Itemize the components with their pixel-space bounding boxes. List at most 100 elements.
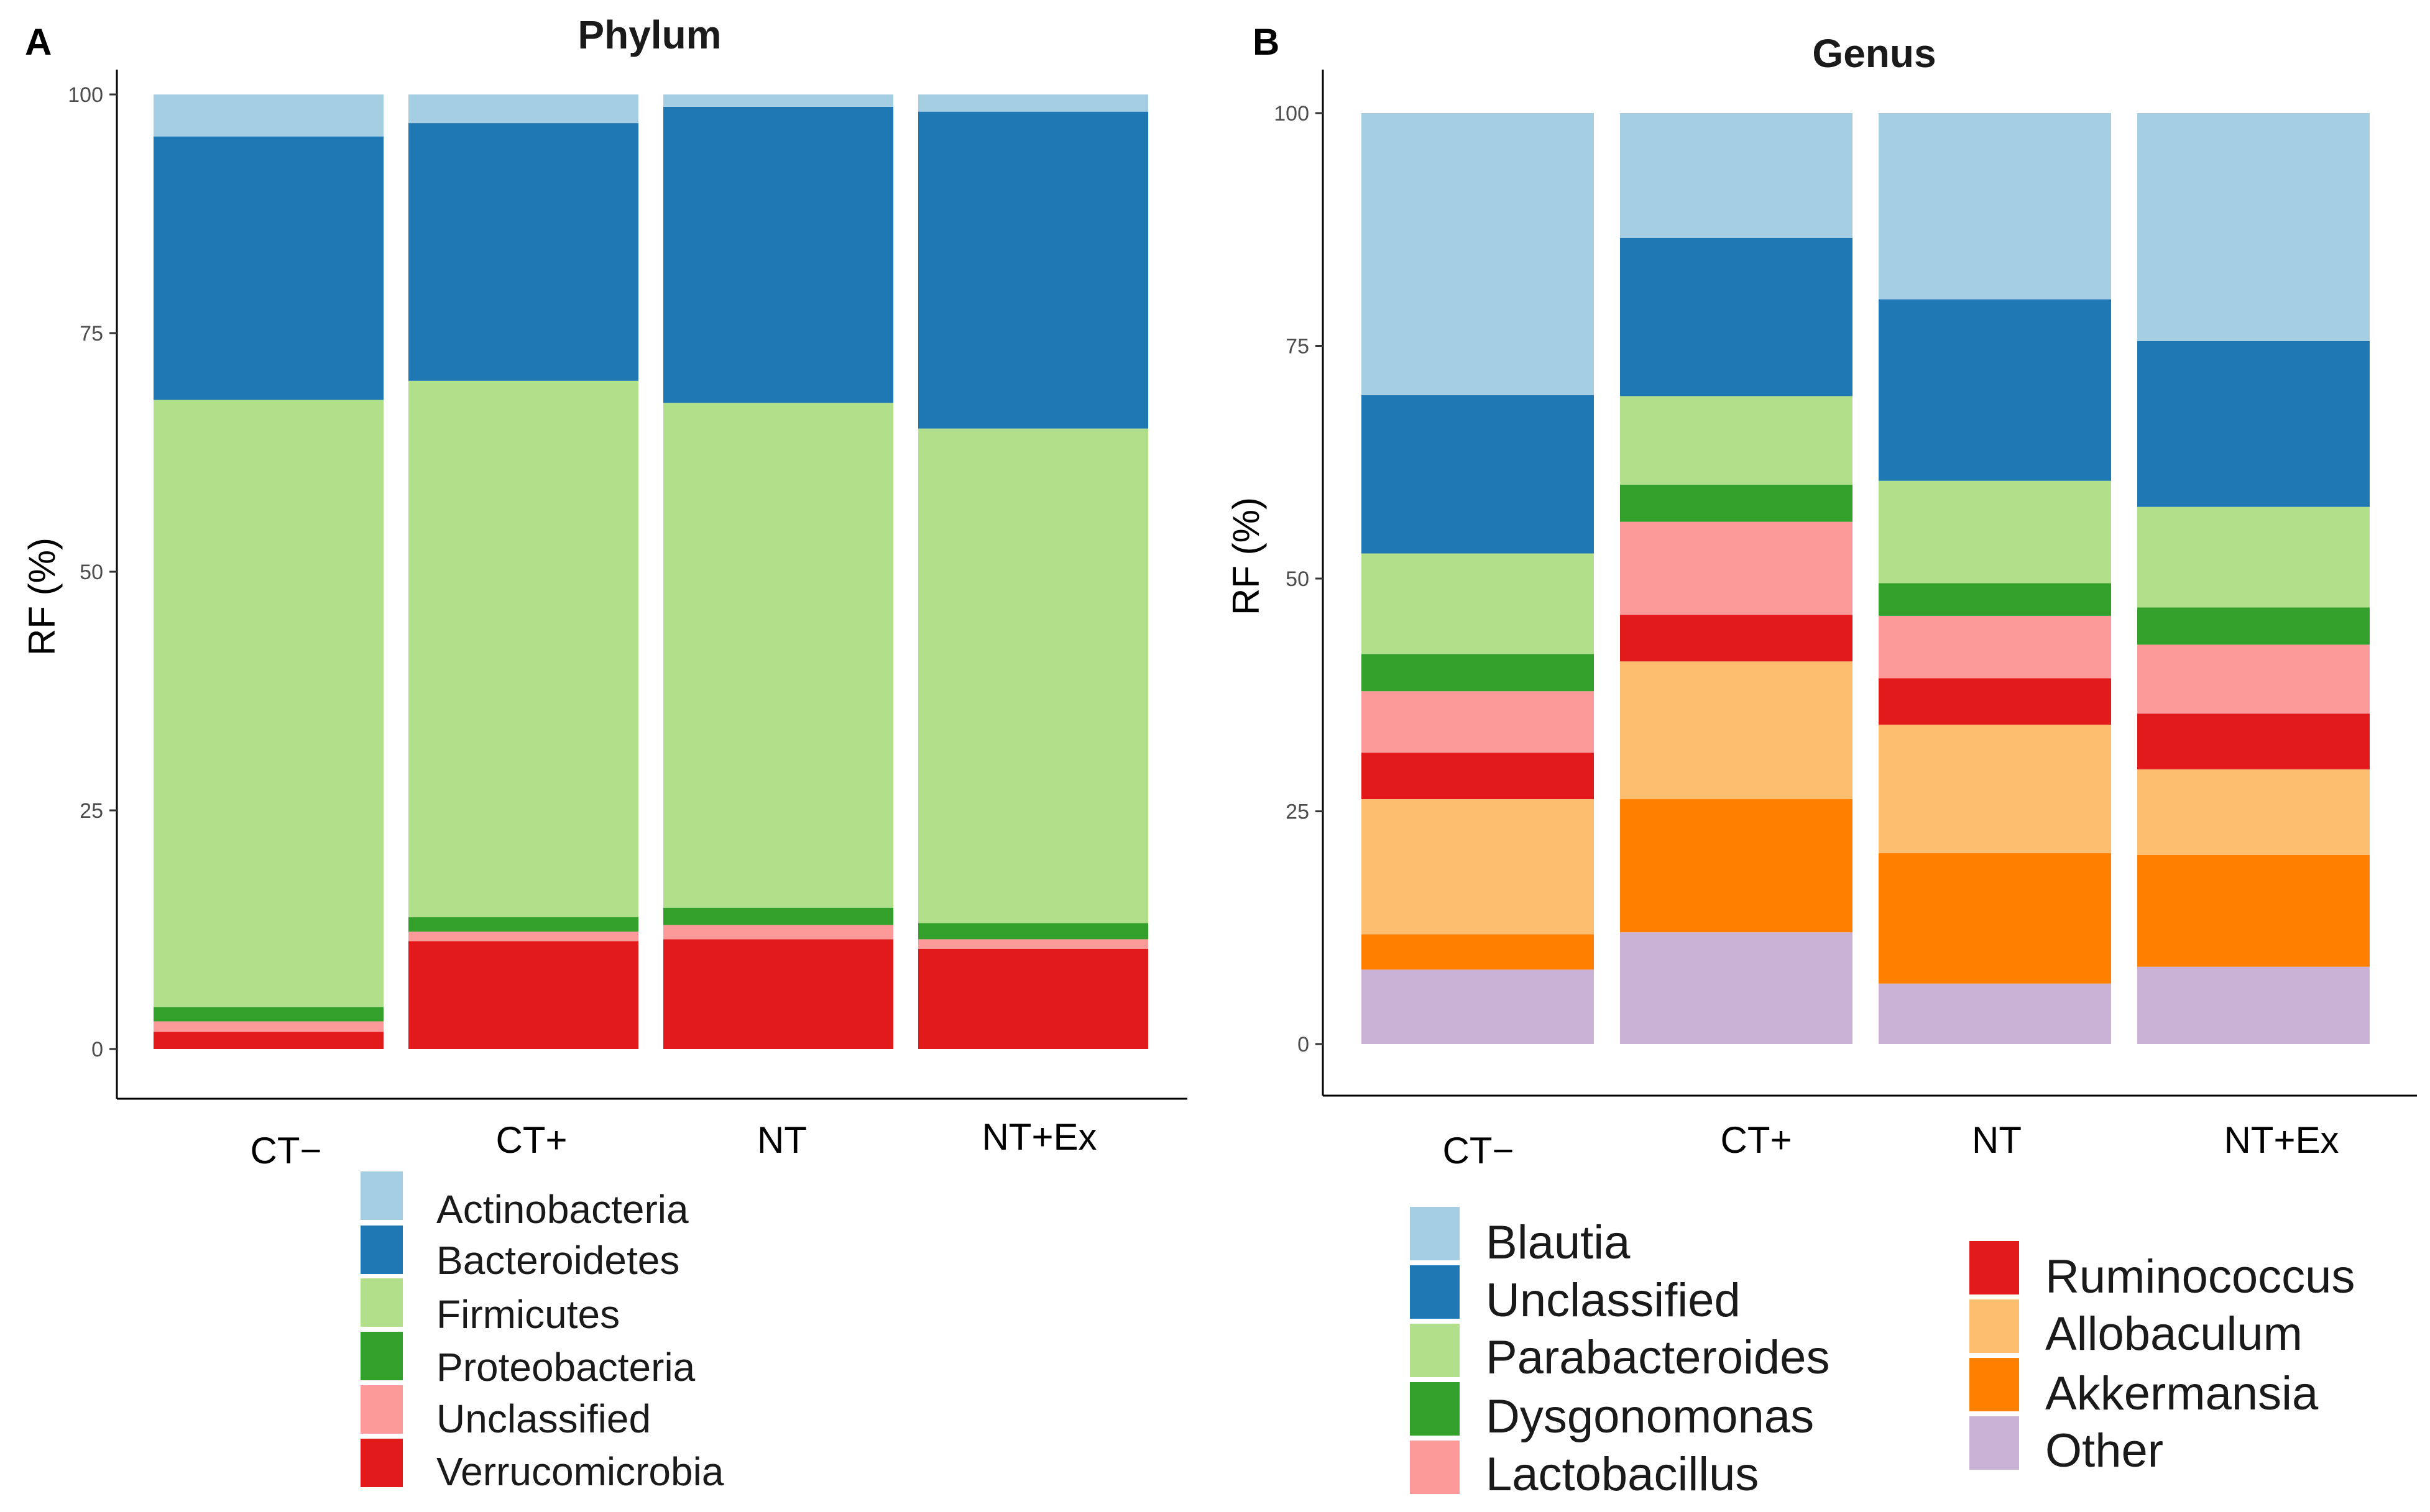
panel-b-bar-segment-other [1620,932,1852,1044]
panel-b-legend: Blautia Unclassified Parabacteroides Dys… [1410,1207,2355,1501]
panel-b-bar-segment-parabacteroides [1620,396,1852,485]
panel-b-y-axis-label: RF (%) [1225,497,1267,615]
panel-b-bar-segment-dysgonomonas [1879,583,2111,616]
panel-b-bar-segment-lactobacillus [2137,644,2370,714]
panel-b-y-tick-label: 50 [1286,567,1309,591]
panel-b-letter: B [1253,21,1279,63]
panel-a-bar-segment-proteobacteria [918,923,1148,940]
panel-a-bar-segment-actinobacteria [154,94,384,137]
legend-label-ruminococcus: Ruminococcus [2045,1250,2355,1303]
panel-b-y-tick-label: 0 [1297,1033,1309,1056]
panel-b-x-tick-label: NT [1972,1119,2022,1161]
panel-a-x-tick-label: CT− [250,1130,321,1171]
panel-b-bar-segment-blautia [1879,113,2111,300]
panel-a-bar-segment-actinobacteria [918,94,1148,112]
panel-a-bar-segment-actinobacteria [408,94,638,124]
panel-a-bar-segment-verrucomicrobia [154,1032,384,1049]
panel-b-y-tick-label: 25 [1286,800,1309,824]
legend-label-firmicutes: Firmicutes [436,1292,620,1337]
panel-a-legend: Actinobacteria Bacteroidetes Firmicutes … [361,1171,724,1494]
panel-b-bar-segment-blautia [1361,113,1594,395]
legend-label-other: Other [2045,1424,2163,1477]
panel-b-x-tick-label: CT− [1442,1130,1514,1171]
panel-b-bar-segment-akkermansia [1620,799,1852,933]
panel-b-bar-segment-akkermansia [2137,855,2370,967]
panel-b-bar-segment-parabacteroides [1361,553,1594,654]
panel-a-bar-segment-actinobacteria [663,94,893,107]
panel-a-bar-segment-proteobacteria [663,907,893,925]
panel-a-bar-segment-firmicutes [154,400,384,1007]
panel-b-bar-segment-unclassified [2137,341,2370,507]
panel-b-y-tick-label: 100 [1274,102,1309,126]
legend-swatch-dysgonomonas [1410,1382,1460,1436]
panel-b-bar-segment-other [1361,969,1594,1044]
panel-b-bar-segment-allobaculum [1879,725,2111,853]
panel-b-bar-segment-allobaculum [1361,799,1594,935]
panel-b-bar-segment-lactobacillus [1620,521,1852,615]
panel-b-bar-segment-ruminococcus [1879,678,2111,725]
panel-b-bar-segment-blautia [2137,113,2370,342]
legend-swatch-ruminococcus [1969,1241,2019,1294]
panel-a-y-ticks: 0 25 50 75 100 [68,83,117,1061]
legend-label-allobaculum: Allobaculum [2045,1308,2303,1360]
panel-a: A Phylum RF (%) 0 25 50 75 100 CT− CT+ NT NT… [21,12,1187,1494]
panel-b-y-ticks: 0 25 50 75 100 [1274,102,1323,1056]
legend-swatch-bacteroidetes [361,1226,403,1274]
legend-swatch-firmicutes [361,1278,403,1327]
panel-b-bar-segment-lactobacillus [1879,615,2111,679]
legend-swatch-akkermansia [1969,1358,2019,1411]
panel-b-bar-segment-other [1879,983,2111,1044]
panel-a-bar-segment-firmicutes [663,403,893,908]
panel-b-bar-segment-akkermansia [1361,934,1594,970]
legend-label-unclassified: Unclassified [1486,1274,1741,1327]
panel-b-bar-segment-dysgonomonas [1361,654,1594,692]
panel-b-bar-segment-lactobacillus [1361,691,1594,753]
legend-label-blautia: Blautia [1486,1216,1631,1269]
panel-a-y-tick-label: 75 [80,322,103,346]
panel-a-bar-segment-verrucomicrobia [663,939,893,1049]
legend-label-verrucomicrobia: Verrucomicrobia [436,1449,724,1494]
panel-b-bar-segment-allobaculum [2137,769,2370,855]
panel-b: B Genus RF (%) 0 25 50 75 100 CT− CT+ NT NT+… [1225,21,2417,1501]
panel-b-bar-segment-unclassified [1620,237,1852,396]
panel-a-bar-segment-bacteroidetes [918,111,1148,429]
panel-a-bar-segment-bacteroidetes [408,123,638,381]
panel-a-bar-segment-unclassified [918,939,1148,949]
legend-label-proteobacteria: Proteobacteria [436,1345,696,1390]
panel-a-bar-segment-firmicutes [918,428,1148,923]
panel-a-bars [154,94,1148,1049]
legend-swatch-unclassified [361,1385,403,1434]
panel-b-bar-segment-ruminococcus [2137,713,2370,770]
panel-b-bar-segment-unclassified [1879,299,2111,481]
legend-label-parabacteroides: Parabacteroides [1486,1331,1829,1384]
panel-a-bar-segment-firmicutes [408,380,638,918]
legend-swatch-lactobacillus [1410,1441,1460,1494]
panel-b-bars [1361,113,2370,1044]
panel-a-y-axis-label: RF (%) [21,538,63,656]
legend-swatch-unclassified [1410,1265,1460,1319]
legend-label-actinobacteria: Actinobacteria [436,1187,689,1232]
panel-a-y-tick-label: 25 [80,799,103,823]
panel-a-y-tick-label: 0 [91,1038,103,1061]
panel-a-x-tick-label: NT [757,1119,807,1161]
panel-a-bar-segment-proteobacteria [154,1007,384,1022]
panel-b-bar-segment-ruminococcus [1361,753,1594,800]
panel-b-x-tick-label: NT+Ex [2224,1119,2339,1161]
legend-label-dysgonomonas: Dysgonomonas [1486,1390,1814,1443]
panel-b-bar-segment-parabacteroides [1879,480,2111,584]
panel-a-letter: A [25,21,52,63]
panel-a-bar-segment-verrucomicrobia [918,948,1148,1049]
panel-b-bar-segment-other [2137,966,2370,1044]
panel-a-bar-segment-unclassified [408,932,638,942]
panel-b-bar-segment-akkermansia [1879,853,2111,984]
panel-a-bar-segment-proteobacteria [408,917,638,932]
legend-label-akkermansia: Akkermansia [2045,1367,2319,1420]
panel-a-bar-segment-verrucomicrobia [408,941,638,1049]
panel-b-bar-segment-allobaculum [1620,661,1852,800]
legend-label-unclassified: Unclassified [436,1396,651,1441]
panel-a-y-tick-label: 100 [68,83,103,107]
legend-swatch-proteobacteria [361,1332,403,1380]
panel-a-bar-segment-bacteroidetes [154,136,384,400]
legend-swatch-allobaculum [1969,1299,2019,1353]
